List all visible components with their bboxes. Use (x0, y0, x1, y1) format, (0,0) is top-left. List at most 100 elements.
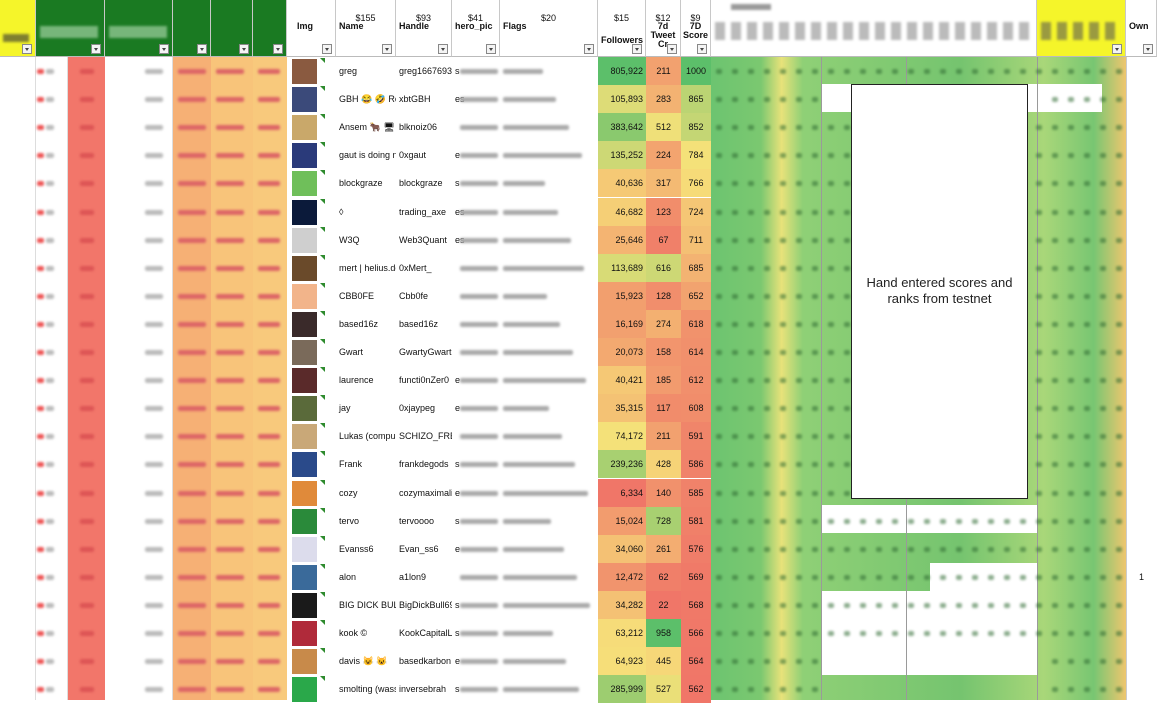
tweet-cr-cell[interactable]: 527 (646, 675, 681, 703)
followers-cell[interactable]: 20,073 (598, 338, 646, 366)
followers-cell[interactable]: 105,893 (598, 85, 646, 114)
score-cell[interactable]: 784 (681, 141, 711, 170)
name-cell[interactable]: Ansem 🐂 🖥 (339, 122, 395, 133)
followers-cell[interactable]: 64,923 (598, 647, 646, 676)
own-cell[interactable] (1126, 422, 1157, 450)
handle-cell[interactable]: GwartyGwart (399, 347, 452, 357)
tweet-cr-cell[interactable]: 728 (646, 506, 681, 535)
handle-cell[interactable]: 0xgaut (399, 150, 427, 161)
handle-cell[interactable]: cozymaximalis (399, 487, 452, 498)
score-cell[interactable]: 618 (681, 309, 711, 338)
tweet-cr-cell[interactable]: 67 (646, 225, 681, 254)
tweet-cr-cell[interactable]: 211 (646, 422, 681, 451)
score-cell[interactable]: 585 (681, 478, 711, 507)
table-row[interactable]: alon a1lon9 12,472 62 569 1 (0, 562, 1157, 591)
score-cell[interactable]: 865 (681, 85, 711, 114)
handle-cell[interactable]: inversebrah (399, 684, 447, 695)
followers-cell[interactable]: 34,282 (598, 590, 646, 619)
table-row[interactable]: Gwart GwartyGwart 20,073 158 614 (0, 338, 1157, 366)
tweet-cr-cell[interactable]: 211 (646, 57, 681, 85)
followers-cell[interactable]: 135,252 (598, 141, 646, 170)
handle-cell[interactable]: based16z (399, 318, 439, 329)
table-row[interactable]: jay 0xjaypeg e 35,315 117 608 (0, 394, 1157, 423)
filter-button[interactable] (382, 44, 392, 54)
name-cell[interactable]: blockgraze (339, 178, 383, 189)
score-cell[interactable]: 564 (681, 647, 711, 676)
score-cell[interactable]: 569 (681, 562, 711, 591)
handle-cell[interactable]: frankdegods (399, 459, 449, 470)
tweet-cr-cell[interactable]: 224 (646, 141, 681, 170)
own-cell[interactable] (1126, 198, 1157, 226)
name-cell[interactable]: based16z (339, 318, 379, 329)
score-cell[interactable]: 1000 (681, 57, 711, 85)
name-cell[interactable]: cozy (339, 487, 358, 498)
handle-cell[interactable]: basedkarbon (399, 656, 452, 667)
score-cell[interactable]: 591 (681, 422, 711, 451)
own-cell[interactable] (1126, 507, 1157, 535)
own-cell[interactable] (1126, 647, 1157, 675)
tweet-cr-cell[interactable]: 140 (646, 478, 681, 507)
name-cell[interactable]: BIG DICK BULL (339, 599, 396, 610)
own-cell[interactable] (1126, 310, 1157, 338)
name-cell[interactable]: laurence (339, 375, 374, 386)
handle-cell[interactable]: SCHIZO_FREQ (399, 431, 452, 442)
filter-button[interactable] (322, 44, 332, 54)
score-cell[interactable]: 614 (681, 338, 711, 366)
name-cell[interactable]: davis 😺 😺 (339, 656, 388, 667)
name-cell[interactable]: gaut is doing nc (339, 150, 396, 161)
filter-button[interactable] (1112, 44, 1122, 54)
name-cell[interactable]: greg (339, 66, 358, 76)
own-cell[interactable] (1126, 282, 1157, 310)
own-cell[interactable] (1126, 338, 1157, 366)
table-row[interactable]: CBB0FE Cbb0fe 15,923 128 652 (0, 281, 1157, 310)
score-cell[interactable]: 562 (681, 675, 711, 703)
tweet-cr-cell[interactable]: 283 (646, 85, 681, 114)
handle-cell[interactable]: 0xjaypeg (399, 403, 436, 414)
hero-pic-cell[interactable]: e (455, 656, 461, 667)
handle-cell[interactable]: Evan_ss6 (399, 543, 439, 554)
tweet-cr-cell[interactable]: 274 (646, 309, 681, 338)
own-cell[interactable] (1126, 591, 1157, 619)
followers-cell[interactable]: 239,236 (598, 450, 646, 479)
own-cell[interactable] (1126, 394, 1157, 422)
name-cell[interactable]: CBB0FE (339, 290, 375, 301)
filter-button[interactable] (159, 44, 169, 54)
own-cell[interactable] (1126, 169, 1157, 197)
tweet-cr-cell[interactable]: 117 (646, 394, 681, 423)
score-cell[interactable]: 766 (681, 169, 711, 198)
name-cell[interactable]: smolting (wassi (339, 684, 396, 695)
table-row[interactable]: tervo tervoooo s 15,024 728 581 (0, 506, 1157, 535)
score-cell[interactable]: 586 (681, 450, 711, 479)
own-cell[interactable] (1126, 479, 1157, 507)
hero-pic-cell[interactable]: s (455, 599, 460, 610)
handle-cell[interactable]: a1lon9 (399, 571, 427, 582)
name-cell[interactable]: alon (339, 571, 357, 582)
tweet-cr-cell[interactable]: 512 (646, 113, 681, 142)
score-cell[interactable]: 608 (681, 394, 711, 423)
followers-cell[interactable]: 113,689 (598, 253, 646, 282)
own-cell[interactable] (1126, 57, 1157, 85)
filter-button[interactable] (91, 44, 101, 54)
handle-cell[interactable]: blknoiz06 (399, 122, 438, 133)
followers-cell[interactable]: 35,315 (598, 394, 646, 423)
followers-cell[interactable]: 25,646 (598, 225, 646, 254)
filter-button[interactable] (273, 44, 283, 54)
hero-pic-cell[interactable]: s (455, 459, 460, 470)
handle-cell[interactable]: Cbb0fe (399, 290, 429, 301)
handle-cell[interactable]: KookCapitalLL (399, 628, 452, 638)
own-cell[interactable] (1126, 141, 1157, 169)
name-cell[interactable]: kook © (339, 628, 368, 638)
handle-cell[interactable]: trading_axe (399, 206, 447, 217)
score-cell[interactable]: 612 (681, 366, 711, 395)
hero-pic-cell[interactable]: e (455, 543, 461, 554)
tweet-cr-cell[interactable]: 22 (646, 590, 681, 619)
table-row[interactable]: kook © KookCapitalLL s 63,212 958 566 (0, 619, 1157, 647)
filter-button[interactable] (22, 44, 32, 54)
table-row[interactable]: laurence functi0nZer0 e 40,421 185 612 (0, 366, 1157, 395)
name-cell[interactable]: W3Q (339, 234, 360, 245)
tweet-cr-cell[interactable]: 158 (646, 338, 681, 366)
score-cell[interactable]: 685 (681, 253, 711, 282)
own-cell[interactable]: 1 (1138, 571, 1144, 582)
filter-button[interactable] (486, 44, 496, 54)
